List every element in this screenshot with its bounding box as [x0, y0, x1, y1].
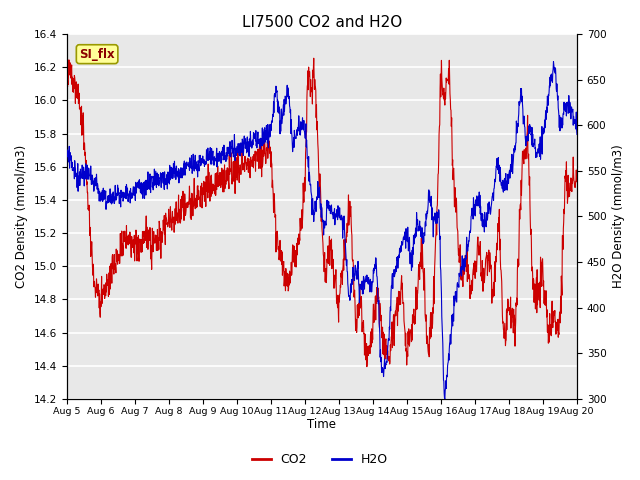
Legend: CO2, H2O: CO2, H2O — [247, 448, 393, 471]
Title: LI7500 CO2 and H2O: LI7500 CO2 and H2O — [242, 15, 402, 30]
X-axis label: Time: Time — [307, 419, 336, 432]
Y-axis label: CO2 Density (mmol/m3): CO2 Density (mmol/m3) — [15, 145, 28, 288]
Text: SI_flx: SI_flx — [79, 48, 115, 60]
Y-axis label: H2O Density (mmol/m3): H2O Density (mmol/m3) — [612, 144, 625, 288]
